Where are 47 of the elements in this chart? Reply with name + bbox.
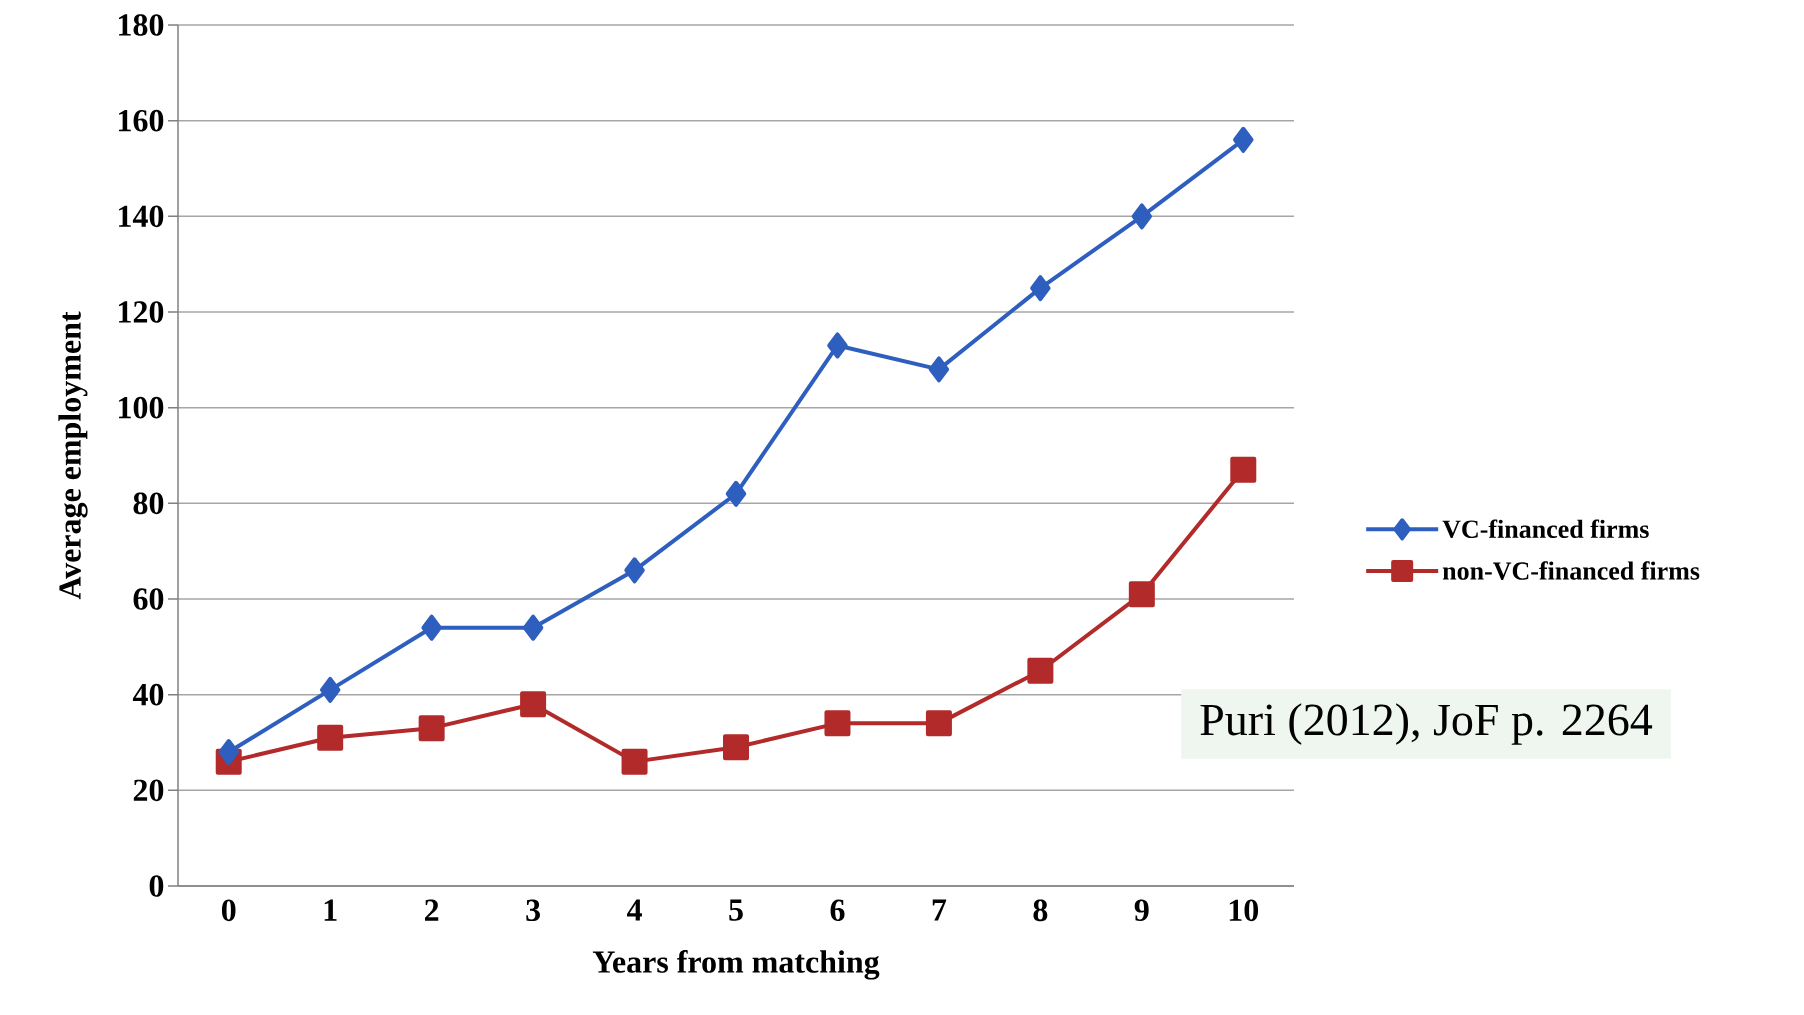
point [928,356,950,383]
y-tick-label: 120 [119,301,164,323]
annotation: Puri (2012), JoF p. 2264 [1200,703,1653,745]
point [925,710,952,737]
point [827,332,848,359]
point [317,724,344,751]
point [723,734,750,761]
x-tick-label: 0 [221,899,236,922]
point [1233,126,1254,153]
x-tick-label: 1 [324,899,337,921]
point [1030,275,1051,302]
point [725,480,747,507]
legend-label: VC-financed firms [1442,519,1649,539]
y-tick-label: 140 [119,205,164,228]
y-tick-label: 160 [119,109,164,132]
point [522,614,544,641]
y-tick-label: 0 [149,875,164,897]
point [319,676,341,703]
x-tick-label: 7 [932,899,947,921]
point [1027,657,1054,684]
x-tick-label: 4 [626,899,642,921]
y-tick-label: 60 [133,588,164,610]
x-axis-title: Years from matching [592,950,880,980]
x-tick-label: 10 [1229,899,1259,922]
point [520,691,547,718]
y-tick-label: 180 [119,14,164,36]
point [624,557,645,584]
point [1131,203,1153,230]
legend-label: non-VC-financed firms [1442,561,1700,580]
y-tick-label: 20 [133,779,164,802]
point [1230,456,1257,483]
x-tick-label: 6 [830,899,845,922]
x-tick-label: 9 [1134,899,1149,922]
x-tick-label: 8 [1033,899,1048,922]
point [418,715,445,742]
point [218,739,239,766]
y-tick-label: 80 [133,492,164,515]
point [824,710,851,737]
y-axis-title: Average employment [58,311,88,600]
x-tick-label: 5 [729,899,743,921]
x-tick-label: 2 [424,899,439,921]
y-tick-label: 100 [119,396,164,419]
point [1128,581,1155,608]
point [421,614,442,641]
point [621,748,648,775]
x-tick-label: 3 [526,899,540,922]
y-tick-label: 40 [132,683,164,706]
